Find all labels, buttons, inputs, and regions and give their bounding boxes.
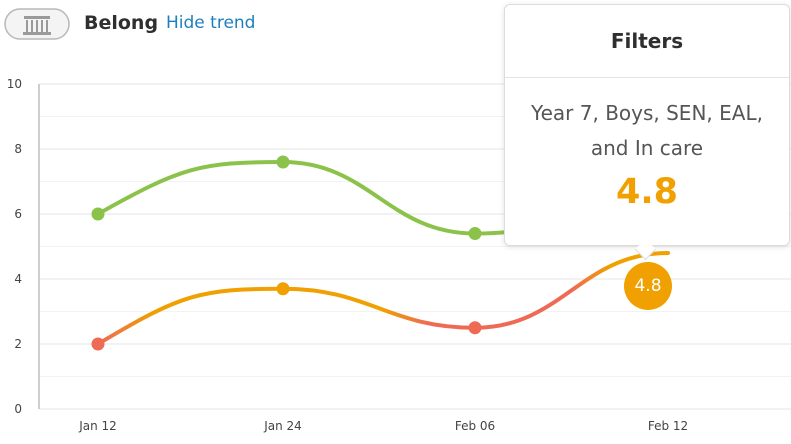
series-line xyxy=(96,251,670,346)
data-point xyxy=(468,321,482,335)
y-tick-label: 6 xyxy=(14,207,22,221)
tooltip-description: Year 7, Boys, SEN, EAL, and In care xyxy=(531,101,763,160)
x-tick-label: Jan 24 xyxy=(263,419,302,433)
chart-title: Belong xyxy=(84,12,159,34)
tooltip-title: Filters xyxy=(505,5,789,78)
highlight-point-badge[interactable]: 4.8 xyxy=(624,262,672,310)
y-tick-label: 4 xyxy=(14,272,22,286)
data-point xyxy=(91,207,105,221)
series-line xyxy=(96,159,567,236)
data-point xyxy=(276,155,290,169)
y-tick-label: 0 xyxy=(14,402,22,416)
chart-header: Belong Hide trend xyxy=(0,0,500,50)
y-tick-label: 2 xyxy=(14,337,22,351)
x-tick-label: Feb 12 xyxy=(648,419,688,433)
y-tick-label: 10 xyxy=(7,77,22,91)
x-tick-label: Feb 06 xyxy=(455,419,495,433)
data-point xyxy=(276,282,290,296)
hide-trend-link[interactable]: Hide trend xyxy=(166,13,256,33)
filters-tooltip: Filters Year 7, Boys, SEN, EAL, and In c… xyxy=(504,4,790,246)
data-point xyxy=(468,227,482,240)
data-point xyxy=(91,337,105,351)
y-tick-label: 8 xyxy=(14,142,22,156)
building-icon xyxy=(4,8,70,40)
x-tick-label: Jan 12 xyxy=(78,419,117,433)
tooltip-value: 4.8 xyxy=(615,172,678,212)
